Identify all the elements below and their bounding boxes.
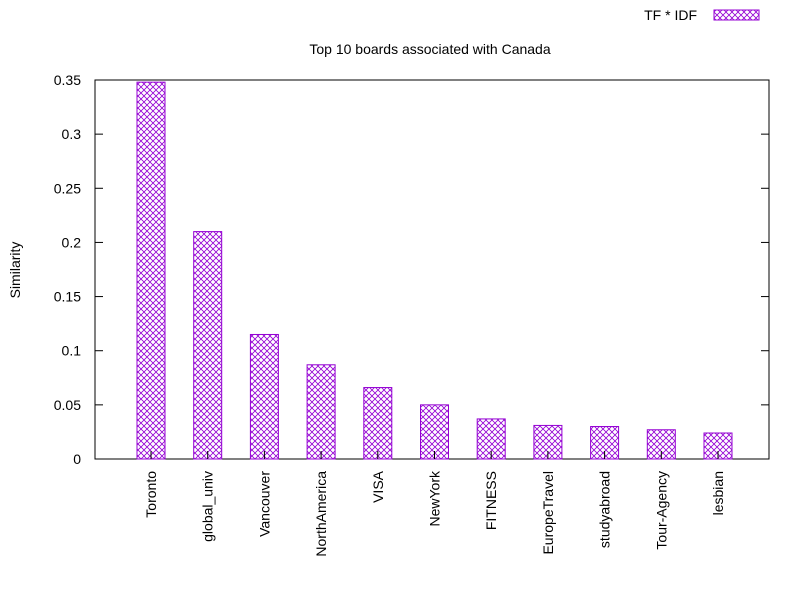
y-tick-label: 0.35 [54, 72, 81, 88]
x-tick-label: global_univ [200, 471, 216, 542]
y-axis-label: Similarity [7, 242, 23, 299]
legend-swatch [713, 9, 760, 21]
x-tick-label: FITNESS [483, 471, 499, 530]
bar [363, 387, 393, 460]
x-tick-label: Tour-Agency [653, 471, 669, 550]
y-tick-label: 0.3 [62, 126, 82, 142]
x-tick-label: NorthAmerica [313, 471, 329, 557]
y-tick-label: 0.25 [54, 180, 81, 196]
plot-area: 0 0.05 0.1 0.15 0.2 0.25 0.3 0.35 Toronto global_… [54, 72, 770, 557]
bar [249, 333, 279, 460]
bar [136, 81, 166, 460]
y-tick-label: 0 [73, 451, 81, 467]
x-tick-label: studyabroad [597, 471, 613, 548]
y-tick-label: 0.2 [62, 234, 82, 250]
y-tick-label: 0.1 [62, 343, 82, 359]
x-tick-label: EuropeTravel [540, 471, 556, 555]
y-tick-label: 0.15 [54, 289, 81, 305]
x-tick-label: Vancouver [256, 471, 272, 537]
x-tick-label: Toronto [143, 471, 159, 518]
x-tick-label: lesbian [710, 471, 726, 515]
x-tick-label: VISA [370, 470, 386, 503]
legend-label: TF * IDF [644, 7, 697, 23]
legend: TF * IDF [644, 7, 760, 23]
bar [420, 404, 449, 460]
x-tick-label: NewYork [427, 470, 443, 527]
bar [306, 364, 336, 460]
chart-title: Top 10 boards associated with Canada [309, 41, 550, 57]
y-tick-label: 0.05 [54, 397, 81, 413]
bar [193, 231, 223, 460]
